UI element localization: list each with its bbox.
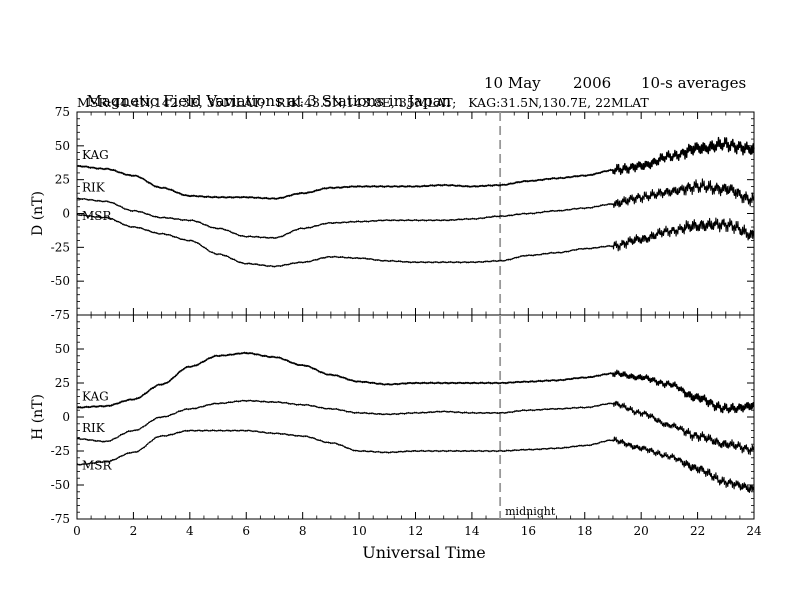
series-label-msr: MSR xyxy=(82,209,113,223)
y-tick-label: -25 xyxy=(51,444,70,458)
x-tick-label: 12 xyxy=(408,524,423,538)
x-tick-label: 10 xyxy=(351,524,366,538)
chart-title: Magnetic Field Variations at 3 Stations … xyxy=(77,74,452,110)
series-label-msr: MSR xyxy=(82,459,113,473)
series-line-msr xyxy=(76,429,755,494)
x-tick-label: 18 xyxy=(577,524,592,538)
series-line-msr xyxy=(76,213,755,268)
station-coordinates: MSR:44.4N,142.3E, 35MLAT; RIK:43.5N,143.… xyxy=(77,95,649,110)
y-tick-label: -25 xyxy=(51,240,70,254)
x-tick-label: 16 xyxy=(521,524,536,538)
y-tick-label: -50 xyxy=(51,274,70,288)
x-axis-label: Universal Time xyxy=(362,543,485,562)
series-label-kag: KAG xyxy=(82,389,109,403)
plot-frame xyxy=(76,111,755,316)
x-tick-label: 0 xyxy=(73,524,81,538)
y-tick-label: -75 xyxy=(51,308,70,322)
series-line-rik xyxy=(76,178,755,239)
y-tick-label: 75 xyxy=(55,105,70,119)
chart-date: 10 May xyxy=(484,74,541,92)
panel-d: 75 50 25 0 -25 -50 -75 D (nT) KAG RIK MSR xyxy=(30,105,755,322)
y-tick-label: 25 xyxy=(55,173,70,187)
series-line-rik xyxy=(76,399,755,456)
midnight-annotation: midnight xyxy=(505,505,556,518)
x-tick-label: 6 xyxy=(242,524,250,538)
chart-averaging: 10-s averages xyxy=(641,74,747,92)
x-tick-label: 4 xyxy=(186,524,194,538)
title-text: Magnetic Field Variations at 3 Stations … xyxy=(86,92,452,110)
series-label-rik: RIK xyxy=(82,421,106,435)
chart-year: 2006 xyxy=(573,74,612,92)
y-tick-label: 50 xyxy=(55,139,70,153)
series-label-kag: KAG xyxy=(82,148,109,162)
y-tick-label: -50 xyxy=(51,478,70,492)
y-axis-label: H (nT) xyxy=(30,394,46,440)
y-tick-label: -75 xyxy=(51,512,70,526)
x-tick-label: 22 xyxy=(690,524,705,538)
series-line-kag xyxy=(76,136,755,200)
y-tick-label: 25 xyxy=(55,376,70,390)
y-tick-label: 0 xyxy=(62,207,70,221)
y-axis-label: D (nT) xyxy=(30,191,46,236)
y-tick-label: 0 xyxy=(62,410,70,424)
series-line-kag xyxy=(76,351,755,414)
x-tick-label: 14 xyxy=(464,524,480,538)
x-tick-label: 20 xyxy=(634,524,649,538)
x-tick-label: 8 xyxy=(299,524,307,538)
y-tick-label: 50 xyxy=(55,342,70,356)
series-label-rik: RIK xyxy=(82,181,106,195)
x-tick-label: 2 xyxy=(130,524,138,538)
x-tick-label: 24 xyxy=(746,524,762,538)
